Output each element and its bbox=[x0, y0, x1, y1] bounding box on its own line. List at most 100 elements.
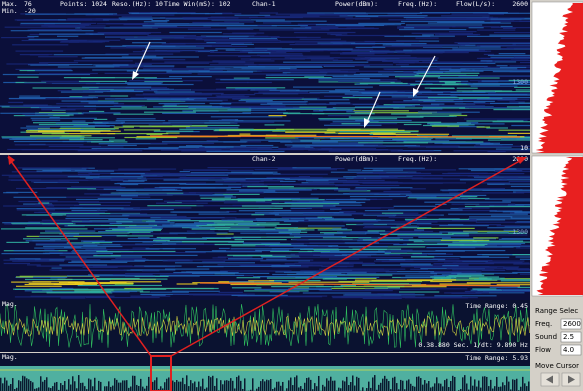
streak bbox=[400, 77, 424, 78]
streak bbox=[480, 58, 530, 59]
streak bbox=[110, 213, 147, 214]
freq-mid: 1300 bbox=[512, 228, 528, 236]
overview-bar bbox=[464, 375, 466, 391]
streak bbox=[60, 137, 115, 138]
streak bbox=[118, 169, 176, 170]
overview-bar bbox=[40, 376, 42, 391]
streak bbox=[460, 257, 509, 258]
streak bbox=[332, 228, 347, 229]
overview-bar bbox=[156, 377, 158, 391]
streak bbox=[2, 175, 90, 176]
streak bbox=[38, 200, 58, 201]
streak bbox=[280, 41, 347, 42]
streak bbox=[22, 214, 66, 215]
streak bbox=[196, 46, 247, 47]
streak bbox=[92, 148, 179, 149]
streak bbox=[336, 35, 400, 36]
streak bbox=[239, 100, 273, 101]
app-window: Max. 76 Min. -20 Points: 1024 Reso.(Hz):… bbox=[0, 0, 583, 391]
overview-bar bbox=[372, 377, 374, 391]
streak bbox=[377, 216, 395, 217]
streak bbox=[444, 263, 457, 264]
streak bbox=[271, 286, 343, 287]
streak bbox=[276, 129, 361, 130]
streak bbox=[364, 221, 438, 222]
overview-bar bbox=[28, 379, 30, 391]
streak bbox=[27, 264, 41, 265]
streak bbox=[409, 196, 437, 197]
streak bbox=[319, 269, 405, 270]
streak bbox=[400, 263, 431, 264]
streak bbox=[350, 196, 406, 197]
freq-value: 2600 bbox=[563, 320, 581, 328]
streak bbox=[25, 290, 53, 291]
streak bbox=[270, 105, 285, 106]
overview-bar bbox=[448, 387, 450, 391]
streak bbox=[294, 32, 355, 33]
streak bbox=[11, 30, 94, 31]
overview-bar bbox=[300, 386, 302, 391]
streak bbox=[248, 52, 270, 53]
streak bbox=[21, 23, 81, 24]
streak bbox=[321, 44, 376, 45]
streak bbox=[115, 258, 146, 259]
overview-bar bbox=[526, 386, 528, 391]
streak bbox=[90, 34, 105, 35]
freq-label: Freq.(Hz): bbox=[398, 155, 437, 163]
streak bbox=[132, 13, 210, 14]
streak bbox=[482, 190, 530, 191]
streak bbox=[451, 293, 481, 294]
streak bbox=[448, 173, 488, 174]
streak bbox=[241, 58, 305, 59]
overview-bar bbox=[208, 376, 210, 391]
streak bbox=[448, 224, 463, 225]
streak bbox=[196, 225, 276, 226]
streak bbox=[17, 77, 38, 78]
power-label: Power(dBm): bbox=[335, 155, 378, 163]
streak bbox=[67, 197, 151, 198]
overview-bar bbox=[282, 382, 284, 391]
streak bbox=[25, 14, 109, 15]
streak bbox=[29, 39, 68, 40]
overview-bar bbox=[490, 380, 492, 391]
streak bbox=[489, 97, 530, 98]
streak bbox=[403, 297, 462, 298]
overview-bar bbox=[290, 378, 292, 391]
overview-bar bbox=[178, 382, 180, 391]
streak bbox=[235, 49, 267, 50]
streak bbox=[16, 51, 64, 52]
streak bbox=[323, 278, 347, 279]
overview-bar bbox=[6, 380, 8, 391]
streak bbox=[276, 51, 310, 52]
streak bbox=[224, 181, 264, 182]
streak bbox=[68, 225, 137, 226]
streak bbox=[10, 106, 85, 107]
overview-bar bbox=[166, 379, 168, 391]
streak bbox=[68, 176, 144, 177]
streak bbox=[312, 113, 375, 114]
streak bbox=[516, 89, 530, 90]
streak bbox=[189, 170, 253, 171]
overview-bar bbox=[48, 387, 50, 391]
overview-bar bbox=[420, 378, 422, 391]
streak bbox=[153, 240, 170, 241]
overview-bar bbox=[10, 384, 12, 391]
overview-bar bbox=[114, 378, 116, 391]
streak bbox=[376, 259, 445, 260]
streak bbox=[374, 287, 400, 288]
overview-bar bbox=[98, 381, 100, 391]
overview-bar bbox=[476, 387, 478, 391]
streak bbox=[390, 255, 428, 256]
streak bbox=[224, 21, 254, 22]
overview-bar bbox=[240, 381, 242, 391]
streak bbox=[397, 235, 469, 236]
streak bbox=[221, 94, 255, 95]
overview-bar bbox=[306, 378, 308, 391]
streak bbox=[58, 182, 79, 183]
streak bbox=[365, 210, 432, 211]
overview-bar bbox=[432, 387, 434, 391]
streak bbox=[439, 81, 461, 82]
overview-bar bbox=[262, 379, 264, 391]
streak bbox=[520, 62, 530, 63]
streak bbox=[511, 186, 530, 187]
